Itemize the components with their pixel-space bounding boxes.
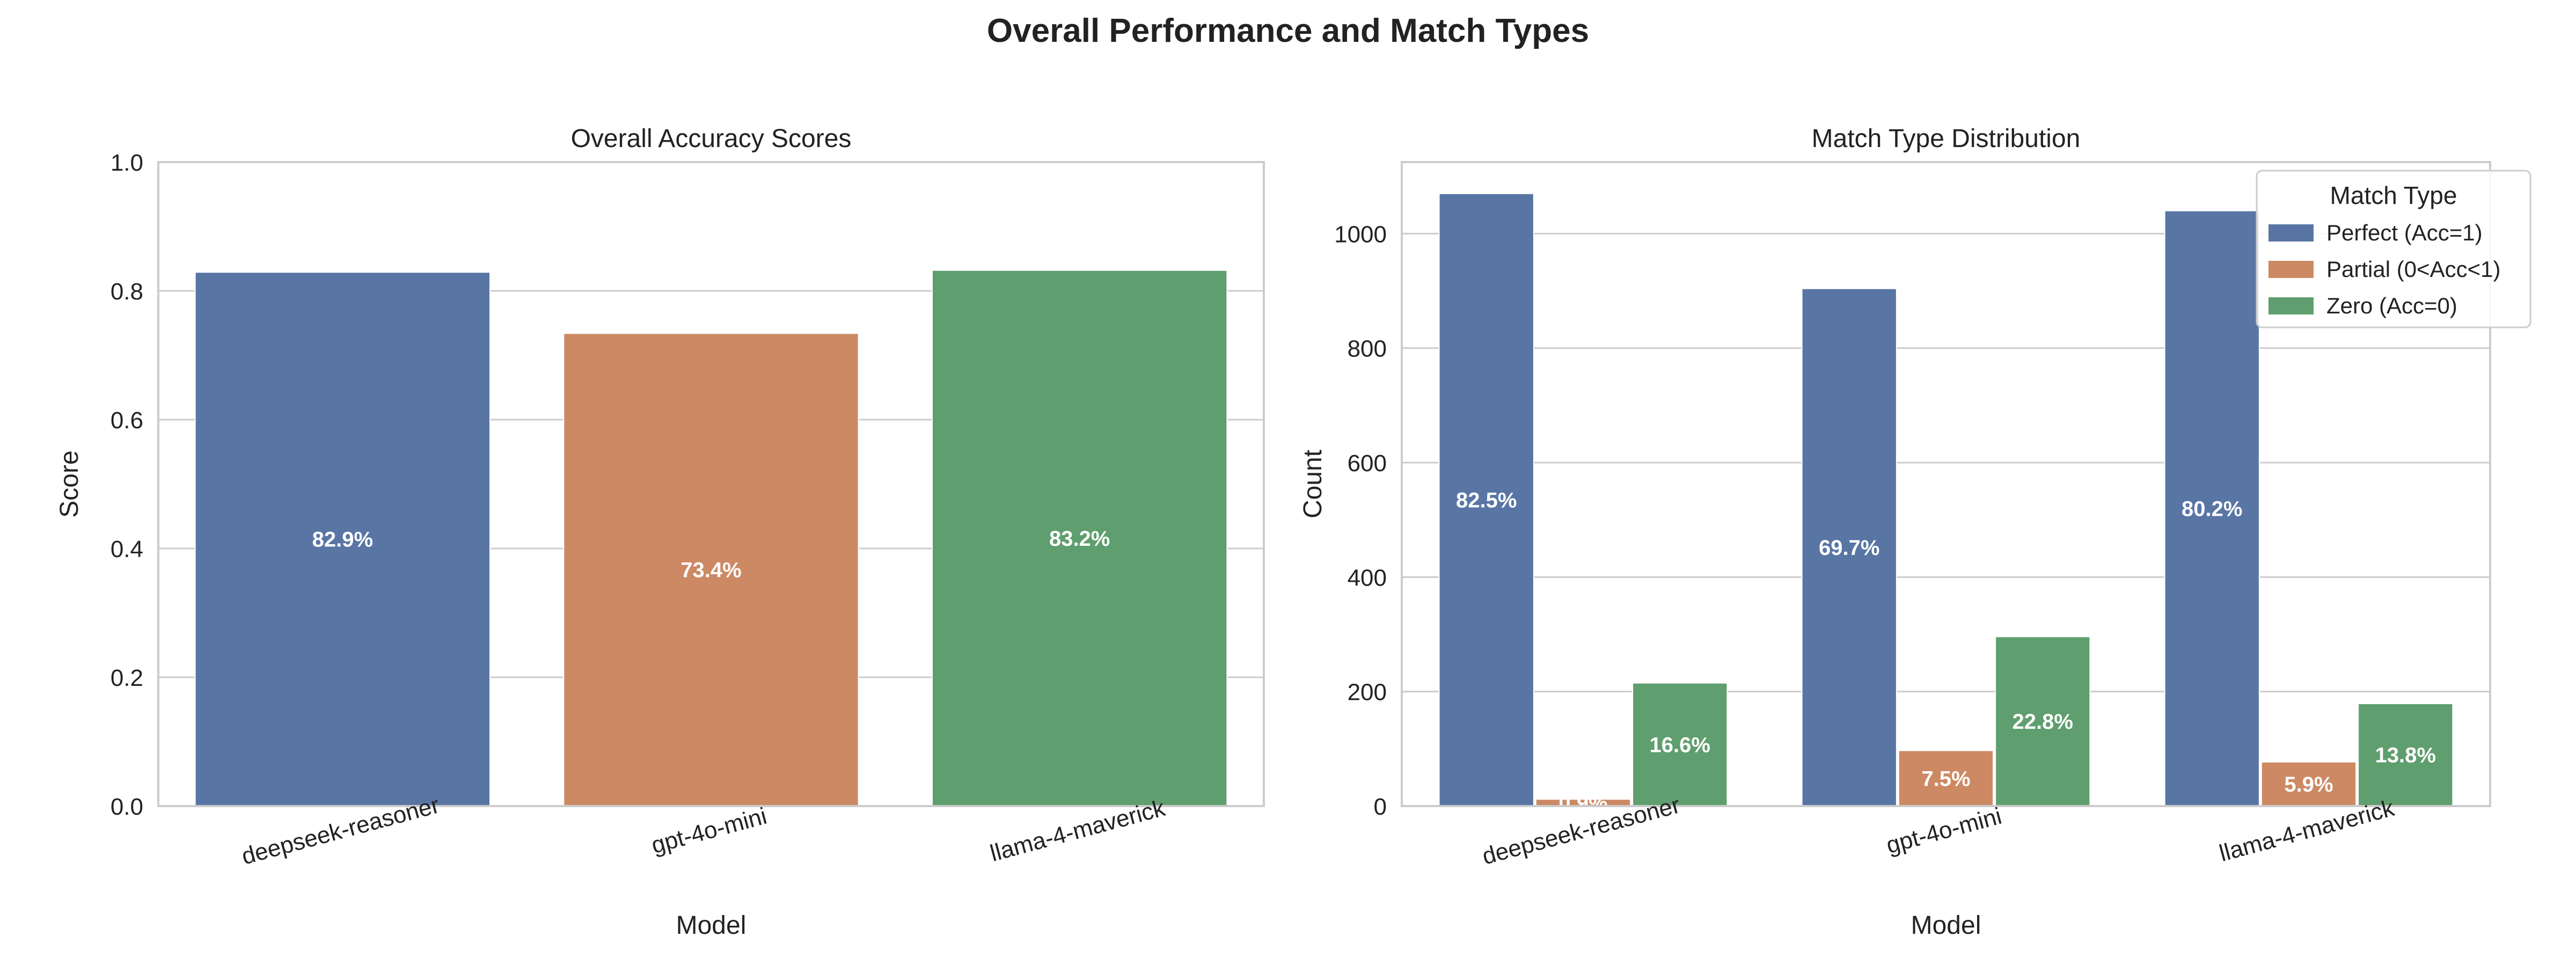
bar-2: [1995, 636, 2091, 807]
bar-value-label: 13.8%: [2375, 744, 2436, 767]
bar-value-label: 80.2%: [2182, 497, 2242, 521]
legend-label: Partial (0<Acc<1): [2326, 257, 2500, 282]
chart-title: Match Type Distribution: [1812, 125, 2081, 153]
bar-value-label: 73.4%: [680, 559, 741, 582]
y-tick-label: 400: [1348, 565, 1387, 591]
y-tick-label: 600: [1348, 450, 1387, 477]
bar: [194, 272, 491, 807]
legend-box: [2256, 170, 2531, 328]
y-tick-label: 0.2: [111, 665, 143, 691]
y-tick-label: 1.0: [111, 150, 143, 176]
legend-label: Perfect (Acc=1): [2326, 220, 2483, 245]
y-tick-label: 1000: [1334, 221, 1387, 247]
bar-0: [2164, 210, 2260, 807]
legend-label: Zero (Acc=0): [2326, 293, 2457, 318]
y-tick-label: 0.4: [111, 536, 143, 562]
legend-swatch: [2268, 297, 2314, 314]
figure-title: Overall Performance and Match Types: [986, 12, 1590, 49]
axes-frame: [157, 161, 1265, 807]
y-tick-label: 0.8: [111, 279, 143, 305]
y-tick-label: 200: [1348, 679, 1387, 706]
bar-value-label: 82.5%: [1456, 488, 1517, 512]
y-axis-label: Count: [1299, 450, 1327, 518]
bar-value-label: 69.7%: [1819, 536, 1879, 560]
x-axis-label: Model: [1911, 911, 1981, 940]
y-tick-label: 800: [1348, 336, 1387, 362]
x-axis-label: Model: [676, 911, 747, 940]
bar-value-label: 16.6%: [1650, 733, 1710, 757]
bar-2: [1632, 682, 1728, 807]
legend-swatch: [2268, 261, 2314, 278]
legend-swatch: [2268, 224, 2314, 241]
chart-title: Overall Accuracy Scores: [571, 125, 852, 153]
x-tick-label: gpt-4o-mini: [1884, 803, 2004, 859]
bar-0: [1801, 288, 1897, 807]
bar-value-label: 82.9%: [312, 528, 373, 552]
bar-value-label: 22.8%: [2012, 710, 2073, 734]
legend-title: Match Type: [2330, 181, 2457, 209]
bar-2: [2358, 703, 2454, 807]
x-tick-label: gpt-4o-mini: [649, 803, 770, 859]
y-tick-label: 0.0: [111, 794, 143, 820]
axes-frame: [1401, 161, 2491, 807]
bar: [932, 269, 1228, 807]
bar-0: [1438, 193, 1534, 807]
y-tick-label: 0.6: [111, 407, 143, 434]
bar-1: [2260, 761, 2357, 807]
y-axis-label: Score: [55, 450, 84, 517]
bar-value-label: 5.9%: [2284, 773, 2333, 796]
bar-value-label: 7.5%: [1921, 767, 1970, 791]
bar-value-label: 83.2%: [1049, 527, 1110, 551]
bar: [563, 333, 859, 807]
y-tick-label: 0: [1374, 794, 1387, 820]
bar-1: [1898, 750, 1994, 807]
bar-value-label: 0.9%: [1558, 792, 1607, 815]
